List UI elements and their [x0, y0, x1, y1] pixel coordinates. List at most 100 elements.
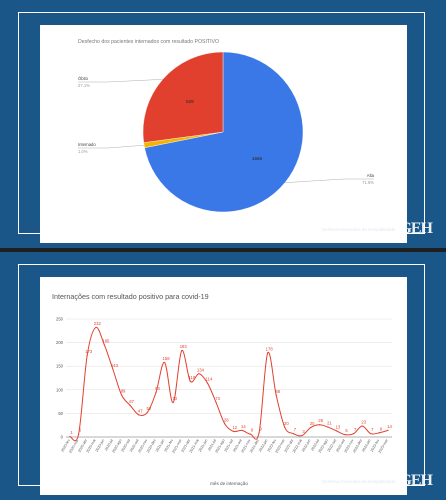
- x-tick-label: 2021-fev: [164, 438, 175, 452]
- data-label: 67: [129, 399, 134, 404]
- pie-slice-óbito: [142, 51, 224, 143]
- data-label: 26: [318, 418, 323, 423]
- y-tick-label: 250: [56, 317, 64, 322]
- x-tick-label: 2020-dez: [146, 438, 157, 453]
- data-point: [344, 434, 346, 436]
- data-label: 47: [138, 408, 143, 413]
- x-axis-label: mês de internação: [210, 481, 248, 486]
- data-label: 9: [380, 426, 383, 431]
- footer-text: Gerência Executiva de Hospitalidade: [321, 478, 396, 484]
- data-label: 12: [232, 425, 237, 430]
- callout-line: [78, 79, 163, 83]
- data-point: [138, 414, 140, 416]
- x-tick-label: 2021-abr: [181, 438, 192, 453]
- x-tick-label: 2023-fev: [370, 438, 381, 452]
- callout-line: [78, 145, 145, 149]
- data-label: 7: [371, 427, 374, 432]
- chart-title: Internações com resultado positivo para …: [52, 292, 209, 301]
- x-tick-label: 2020-jun: [95, 439, 105, 453]
- data-label: 183: [180, 344, 188, 349]
- data-label: 6: [79, 428, 82, 433]
- data-point: [378, 432, 381, 434]
- data-point: [387, 429, 389, 431]
- data-label: 232: [94, 321, 102, 326]
- x-tick-label: 2020-mai: [86, 438, 97, 453]
- series-line: [69, 326, 389, 442]
- data-point: [258, 432, 260, 434]
- data-label: 195: [102, 338, 110, 343]
- data-label: 6: [251, 428, 254, 433]
- chart-title: Desfecho dos pacientes internados com re…: [78, 39, 219, 45]
- x-tick-label: 2021-jun: [198, 439, 208, 453]
- x-tick-label: 2022-set: [327, 439, 337, 453]
- legend-label: Alta: [367, 173, 375, 178]
- x-tick-label: 2022-jul: [310, 438, 320, 451]
- x-tick-label: 2022-nov: [344, 438, 355, 453]
- legend-percent: 1.0%: [78, 149, 88, 154]
- data-label: 178: [266, 346, 274, 351]
- data-point: [120, 394, 123, 396]
- legend-percent: 71.8%: [362, 180, 374, 185]
- data-label: 20: [284, 421, 289, 426]
- x-tick-label: 2020-fev: [60, 438, 71, 452]
- data-label: 88: [275, 389, 280, 394]
- x-tick-label: 2022-jan: [258, 439, 268, 453]
- data-label: 89: [121, 388, 126, 393]
- x-tick-label: 2022-dez: [352, 438, 363, 453]
- data-point: [353, 433, 355, 435]
- data-label: 158: [163, 356, 171, 361]
- x-tick-label: 2021-dez: [249, 438, 260, 453]
- x-tick-label: 2021-jan: [155, 439, 165, 453]
- data-label: 118: [188, 375, 195, 380]
- x-tick-label: 2022-abr: [284, 438, 295, 453]
- data-point: [241, 429, 243, 431]
- x-tick-label: 2020-mar: [68, 438, 80, 454]
- x-tick-label: 2021-nov: [240, 438, 251, 453]
- data-point: [146, 411, 148, 414]
- x-tick-label: 2023-jan: [361, 439, 371, 453]
- pie-slice-alta: [144, 51, 304, 213]
- data-label: 7: [294, 427, 297, 432]
- data-label: 73: [215, 396, 220, 401]
- data-point: [284, 426, 286, 429]
- x-tick-label: 2020-abr: [77, 438, 88, 453]
- x-tick-label: 2020-jul: [104, 438, 114, 451]
- x-tick-label: 2020-ago: [111, 438, 122, 453]
- x-tick-label: 2020-set: [121, 439, 131, 453]
- data-point: [172, 401, 174, 404]
- data-point: [163, 361, 166, 364]
- y-tick-label: 150: [56, 364, 64, 369]
- data-point: [335, 430, 338, 432]
- footer-text: Gerência Executiva de Hospitalidade: [321, 226, 396, 232]
- pie-value-label: 629: [186, 99, 194, 104]
- x-tick-label: 2022-fev: [267, 438, 278, 452]
- data-point: [267, 352, 269, 354]
- data-point: [275, 394, 277, 397]
- x-tick-label: 2022-mai: [292, 438, 303, 453]
- data-label: 21: [327, 421, 332, 426]
- x-tick-label: 2021-set: [224, 439, 234, 453]
- data-point: [318, 424, 320, 426]
- data-label: 73: [172, 396, 177, 401]
- data-point: [86, 354, 88, 356]
- data-label: 134: [197, 367, 205, 372]
- pie-chart: Desfecho dos pacientes internados com re…: [40, 25, 407, 243]
- data-label: 9: [259, 426, 262, 431]
- x-tick-label: 2020-out: [129, 438, 140, 452]
- data-point: [370, 433, 372, 435]
- data-label: 5: [345, 428, 348, 433]
- data-point: [206, 382, 209, 384]
- data-label: 28: [224, 417, 229, 422]
- data-label: 14: [387, 424, 392, 429]
- data-point: [292, 433, 295, 435]
- data-label: 14: [241, 424, 246, 429]
- y-tick-label: 0: [61, 435, 64, 440]
- geh-logo: GEH: [399, 472, 433, 489]
- data-point: [310, 426, 312, 429]
- data-point: [327, 426, 329, 428]
- legend-label: Óbito: [78, 76, 89, 81]
- data-point: [249, 433, 252, 435]
- data-label: 143: [111, 363, 119, 368]
- x-tick-label: 2021-ago: [215, 438, 226, 453]
- data-point: [215, 401, 217, 404]
